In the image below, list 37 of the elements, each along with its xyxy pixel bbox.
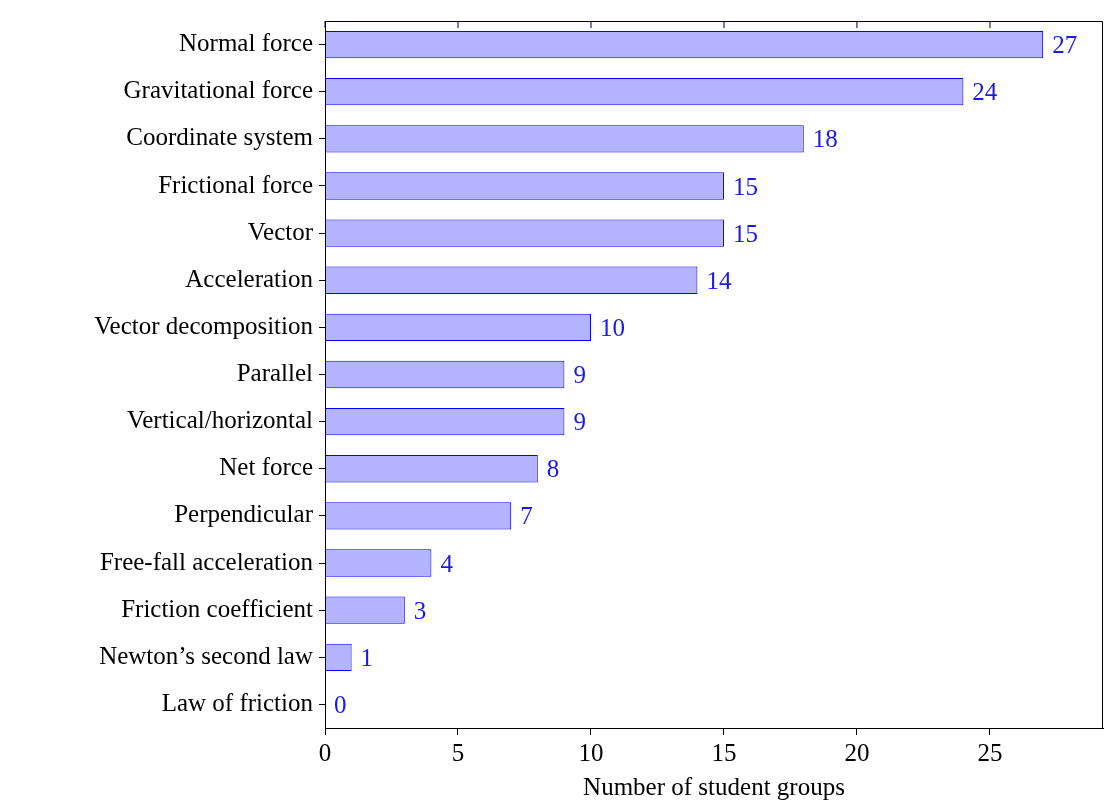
y-tick-label: Gravitational force <box>123 76 313 104</box>
x-tick-label: 15 <box>711 738 737 766</box>
data-label: 9 <box>573 408 586 436</box>
data-label: 15 <box>732 219 758 247</box>
x-tick-label: 5 <box>451 738 465 766</box>
data-label: 7 <box>520 502 533 530</box>
y-tick-label: Free-fall acceleration <box>99 547 314 575</box>
data-label: 0 <box>334 691 347 718</box>
y-tick-label: Vector <box>247 217 314 245</box>
data-label: 10 <box>599 313 625 341</box>
data-label: 24 <box>972 78 998 106</box>
y-tick-label: Newton’s second law <box>99 641 313 669</box>
data-label: 4 <box>440 549 454 577</box>
x-axis-title: Number of student groups <box>583 772 845 800</box>
y-tick-label: Normal force <box>179 29 313 57</box>
x-tick-label: 25 <box>977 738 1003 766</box>
x-tick-label: 10 <box>578 738 604 766</box>
data-label: 18 <box>812 125 838 153</box>
data-label: 9 <box>573 361 586 389</box>
y-tick-label: Vertical/horizontal <box>126 406 314 434</box>
data-label: 8 <box>546 455 560 483</box>
y-tick-label: Vector decomposition <box>94 311 314 339</box>
data-label: 15 <box>732 172 758 200</box>
data-label: 27 <box>1052 31 1078 59</box>
y-tick-label: Parallel <box>236 359 314 387</box>
y-tick-label: Law of friction <box>161 689 314 716</box>
y-tick-label: Net force <box>219 453 313 481</box>
y-tick-label: Friction coefficient <box>121 594 314 622</box>
data-label: 14 <box>706 266 732 294</box>
x-tick-label: 20 <box>844 738 870 766</box>
data-label: 1 <box>360 643 374 671</box>
y-tick-label: Perpendicular <box>174 500 314 528</box>
y-tick-label: Coordinate system <box>126 123 314 151</box>
data-label: 3 <box>413 596 427 624</box>
x-tick-label: 0 <box>318 738 332 766</box>
y-tick-label: Acceleration <box>185 264 314 292</box>
y-tick-label: Frictional force <box>158 170 313 198</box>
